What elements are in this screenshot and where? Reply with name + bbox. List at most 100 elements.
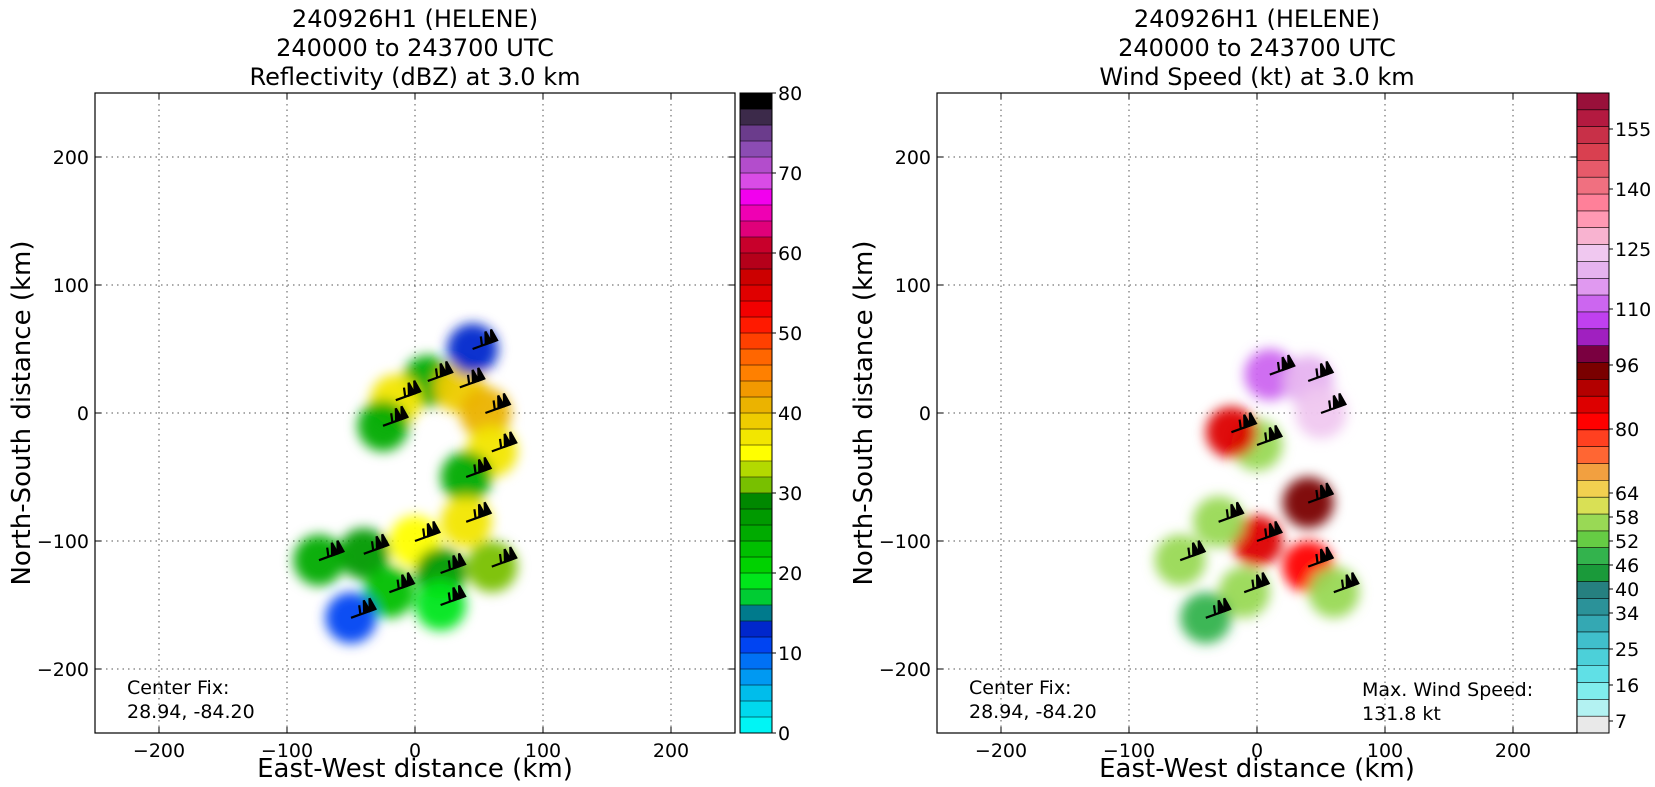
reflectivity-colorbar-swatch bbox=[740, 653, 772, 670]
wind-colorbar-swatch bbox=[1577, 463, 1609, 481]
wind-wind-barb bbox=[1269, 354, 1296, 376]
reflectivity-colorbar-swatch bbox=[740, 157, 772, 174]
wind-center-fix-label: Center Fix: bbox=[969, 677, 1071, 699]
wind-gridlines bbox=[937, 93, 1577, 733]
wind-colorbar-tick-label: 96 bbox=[1615, 355, 1639, 377]
reflectivity-colorbar-tick-label: 80 bbox=[778, 83, 802, 105]
reflectivity-colorbar-swatch bbox=[740, 525, 772, 542]
reflectivity-colorbar-swatch bbox=[740, 701, 772, 718]
wind-colorbar-frame bbox=[1576, 92, 1610, 734]
wind-colorbar-swatch bbox=[1577, 480, 1609, 498]
wind-y-tick-label: 0 bbox=[919, 403, 931, 425]
reflectivity-colorbar-swatch bbox=[740, 669, 772, 686]
reflectivity-colorbar-tick-label: 20 bbox=[778, 563, 802, 585]
reflectivity-colorbar-swatch bbox=[740, 173, 772, 190]
reflectivity-colorbar-swatch bbox=[740, 301, 772, 318]
wind-x-tick-label: 200 bbox=[1495, 740, 1531, 762]
reflectivity-title-line-1: 240926H1 (HELENE) bbox=[292, 5, 538, 33]
reflectivity-title-line-2: 240000 to 243700 UTC bbox=[276, 34, 554, 62]
wind-colorbar-swatch bbox=[1577, 345, 1609, 363]
reflectivity-colorbar-tick-label: 70 bbox=[778, 163, 802, 185]
reflectivity-wind-barb bbox=[491, 546, 518, 568]
wind-y-ticks: −200 −100 0 100 200 bbox=[879, 147, 1577, 681]
wind-y-tick-label: 100 bbox=[895, 275, 931, 297]
reflectivity-colorbar-tick-label: 10 bbox=[778, 643, 802, 665]
reflectivity-colorbar-swatch bbox=[740, 93, 772, 110]
wind-x-tick-label: −100 bbox=[1103, 740, 1155, 762]
reflectivity-colorbar-swatch bbox=[740, 253, 772, 270]
wind-colorbar-swatch bbox=[1577, 93, 1609, 111]
reflectivity-colorbar-tick-label: 40 bbox=[778, 403, 802, 425]
wind-colorbar-swatch bbox=[1577, 396, 1609, 414]
wind-colorbar-swatch bbox=[1577, 564, 1609, 582]
wind-colorbar-tick-label: 140 bbox=[1615, 179, 1651, 201]
reflectivity-wind-barb bbox=[440, 584, 467, 607]
reflectivity-y-tick-label: −200 bbox=[37, 659, 89, 681]
reflectivity-colorbar-swatch bbox=[740, 493, 772, 510]
wind-colorbar-tick-label: 16 bbox=[1615, 675, 1639, 697]
reflectivity-colorbar-swatch bbox=[740, 269, 772, 286]
wind-x-tick-label: 0 bbox=[1251, 740, 1263, 762]
wind-colorbar-swatch bbox=[1577, 514, 1609, 532]
reflectivity-colorbar-swatch bbox=[740, 573, 772, 590]
wind-colorbar-swatch bbox=[1577, 177, 1609, 195]
wind-wind-barb bbox=[1307, 482, 1335, 504]
reflectivity-colorbar-swatch bbox=[740, 365, 772, 382]
wind-colorbar-tick-label: 125 bbox=[1615, 239, 1651, 261]
reflectivity-wind-barb bbox=[485, 392, 512, 415]
reflectivity-colorbar-swatch bbox=[740, 333, 772, 350]
reflectivity-colorbar-swatch bbox=[740, 621, 772, 638]
reflectivity-wind-barb bbox=[395, 380, 422, 402]
wind-wind-barb bbox=[1320, 392, 1348, 415]
wind-wind-barb bbox=[1205, 597, 1232, 619]
reflectivity-y-tick-label: 0 bbox=[77, 403, 89, 425]
reflectivity-colorbar-swatch bbox=[740, 461, 772, 478]
wind-wind-barb bbox=[1307, 546, 1335, 568]
wind-title-line-1: 240926H1 (HELENE) bbox=[1134, 5, 1380, 33]
reflectivity-wind-barb bbox=[465, 501, 493, 523]
wind-wind-barb bbox=[1179, 540, 1207, 562]
wind-wind-barb bbox=[1231, 412, 1258, 434]
wind-colorbar-swatch bbox=[1577, 648, 1609, 666]
reflectivity-wind-barb bbox=[440, 552, 467, 575]
wind-colorbar-swatch bbox=[1577, 244, 1609, 262]
reflectivity-x-tick-label: 100 bbox=[525, 740, 561, 762]
reflectivity-colorbar-swatch bbox=[740, 317, 772, 334]
wind-colorbar-swatch bbox=[1577, 446, 1609, 464]
reflectivity-x-tick-label: 200 bbox=[653, 740, 689, 762]
reflectivity-colorbar-swatch bbox=[740, 237, 772, 254]
wind-colorbar-swatch bbox=[1577, 615, 1609, 633]
wind-y-axis-label: North-South distance (km) bbox=[849, 240, 879, 585]
reflectivity-y-tick-label: 200 bbox=[53, 147, 89, 169]
wind-colorbar-swatch bbox=[1577, 362, 1609, 380]
wind-colorbar-swatch bbox=[1577, 699, 1609, 717]
wind-colorbar-tick-label: 46 bbox=[1615, 555, 1639, 577]
reflectivity-colorbar-swatch bbox=[740, 637, 772, 654]
wind-y-tick-label: −100 bbox=[879, 531, 931, 553]
reflectivity-colorbar-tick-label: 60 bbox=[778, 243, 802, 265]
wind-colorbar-swatch bbox=[1577, 311, 1609, 330]
reflectivity-wind-barb bbox=[414, 520, 442, 543]
reflectivity-x-tick-label: 0 bbox=[409, 740, 421, 762]
wind-colorbar-swatch bbox=[1577, 109, 1609, 127]
wind-colorbar-tick-label: 40 bbox=[1615, 579, 1639, 601]
reflectivity-center-fix-label: Center Fix: bbox=[127, 677, 229, 699]
wind-colorbar-swatch bbox=[1577, 126, 1609, 144]
wind-colorbar-swatch bbox=[1577, 598, 1609, 616]
wind-colorbar-swatch bbox=[1577, 716, 1609, 734]
wind-speed-panel: 240926H1 (HELENE) 240000 to 243700 UTC W… bbox=[849, 5, 1651, 784]
reflectivity-x-tick-label: −100 bbox=[261, 740, 313, 762]
reflectivity-colorbar-swatch bbox=[740, 221, 772, 238]
reflectivity-colorbar-swatch bbox=[740, 541, 772, 558]
reflectivity-wind-barb bbox=[465, 456, 493, 479]
wind-x-axis-label: East-West distance (km) bbox=[1099, 754, 1415, 784]
wind-wind-barb bbox=[1333, 572, 1360, 594]
reflectivity-colorbar-swatch bbox=[740, 717, 772, 734]
reflectivity-colorbar-swatch bbox=[740, 349, 772, 366]
reflectivity-panel: 240926H1 (HELENE) 240000 to 243700 UTC R… bbox=[7, 5, 802, 784]
reflectivity-colorbar-swatch bbox=[740, 205, 772, 222]
wind-colorbar-swatch bbox=[1577, 379, 1609, 397]
wind-colorbar-swatch bbox=[1577, 143, 1609, 161]
wind-colorbar-swatch bbox=[1577, 547, 1609, 565]
reflectivity-wind-barb bbox=[459, 367, 486, 389]
